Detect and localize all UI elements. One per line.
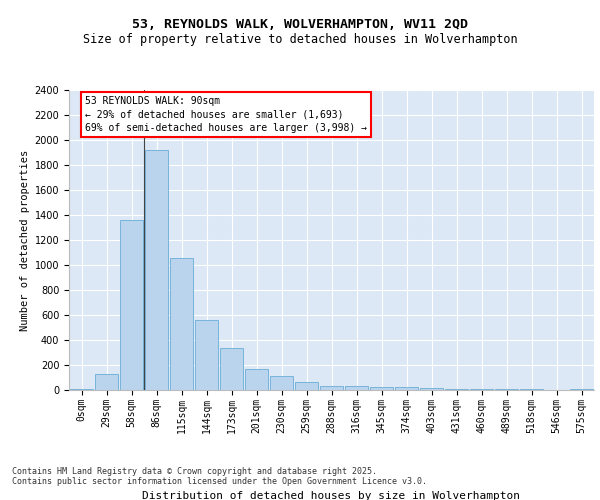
Text: 53, REYNOLDS WALK, WOLVERHAMPTON, WV11 2QD: 53, REYNOLDS WALK, WOLVERHAMPTON, WV11 2… <box>132 18 468 30</box>
Bar <box>170 258 193 390</box>
Bar <box>370 387 394 390</box>
Bar <box>269 376 293 390</box>
Bar <box>145 150 169 390</box>
Bar <box>320 386 343 390</box>
Text: Size of property relative to detached houses in Wolverhampton: Size of property relative to detached ho… <box>83 32 517 46</box>
Bar <box>95 374 118 390</box>
Bar <box>119 220 143 390</box>
Bar <box>569 389 593 390</box>
Text: Contains public sector information licensed under the Open Government Licence v3: Contains public sector information licen… <box>12 477 427 486</box>
Bar <box>295 382 319 390</box>
Bar <box>220 348 244 390</box>
Text: Contains HM Land Registry data © Crown copyright and database right 2025.: Contains HM Land Registry data © Crown c… <box>12 467 377 476</box>
Text: 53 REYNOLDS WALK: 90sqm
← 29% of detached houses are smaller (1,693)
69% of semi: 53 REYNOLDS WALK: 90sqm ← 29% of detache… <box>85 96 367 132</box>
Bar <box>70 389 94 390</box>
Bar <box>419 388 443 390</box>
Bar <box>344 386 368 390</box>
Bar <box>194 320 218 390</box>
Bar <box>395 387 418 390</box>
Y-axis label: Number of detached properties: Number of detached properties <box>20 150 31 330</box>
Bar <box>245 369 268 390</box>
X-axis label: Distribution of detached houses by size in Wolverhampton: Distribution of detached houses by size … <box>143 491 521 500</box>
